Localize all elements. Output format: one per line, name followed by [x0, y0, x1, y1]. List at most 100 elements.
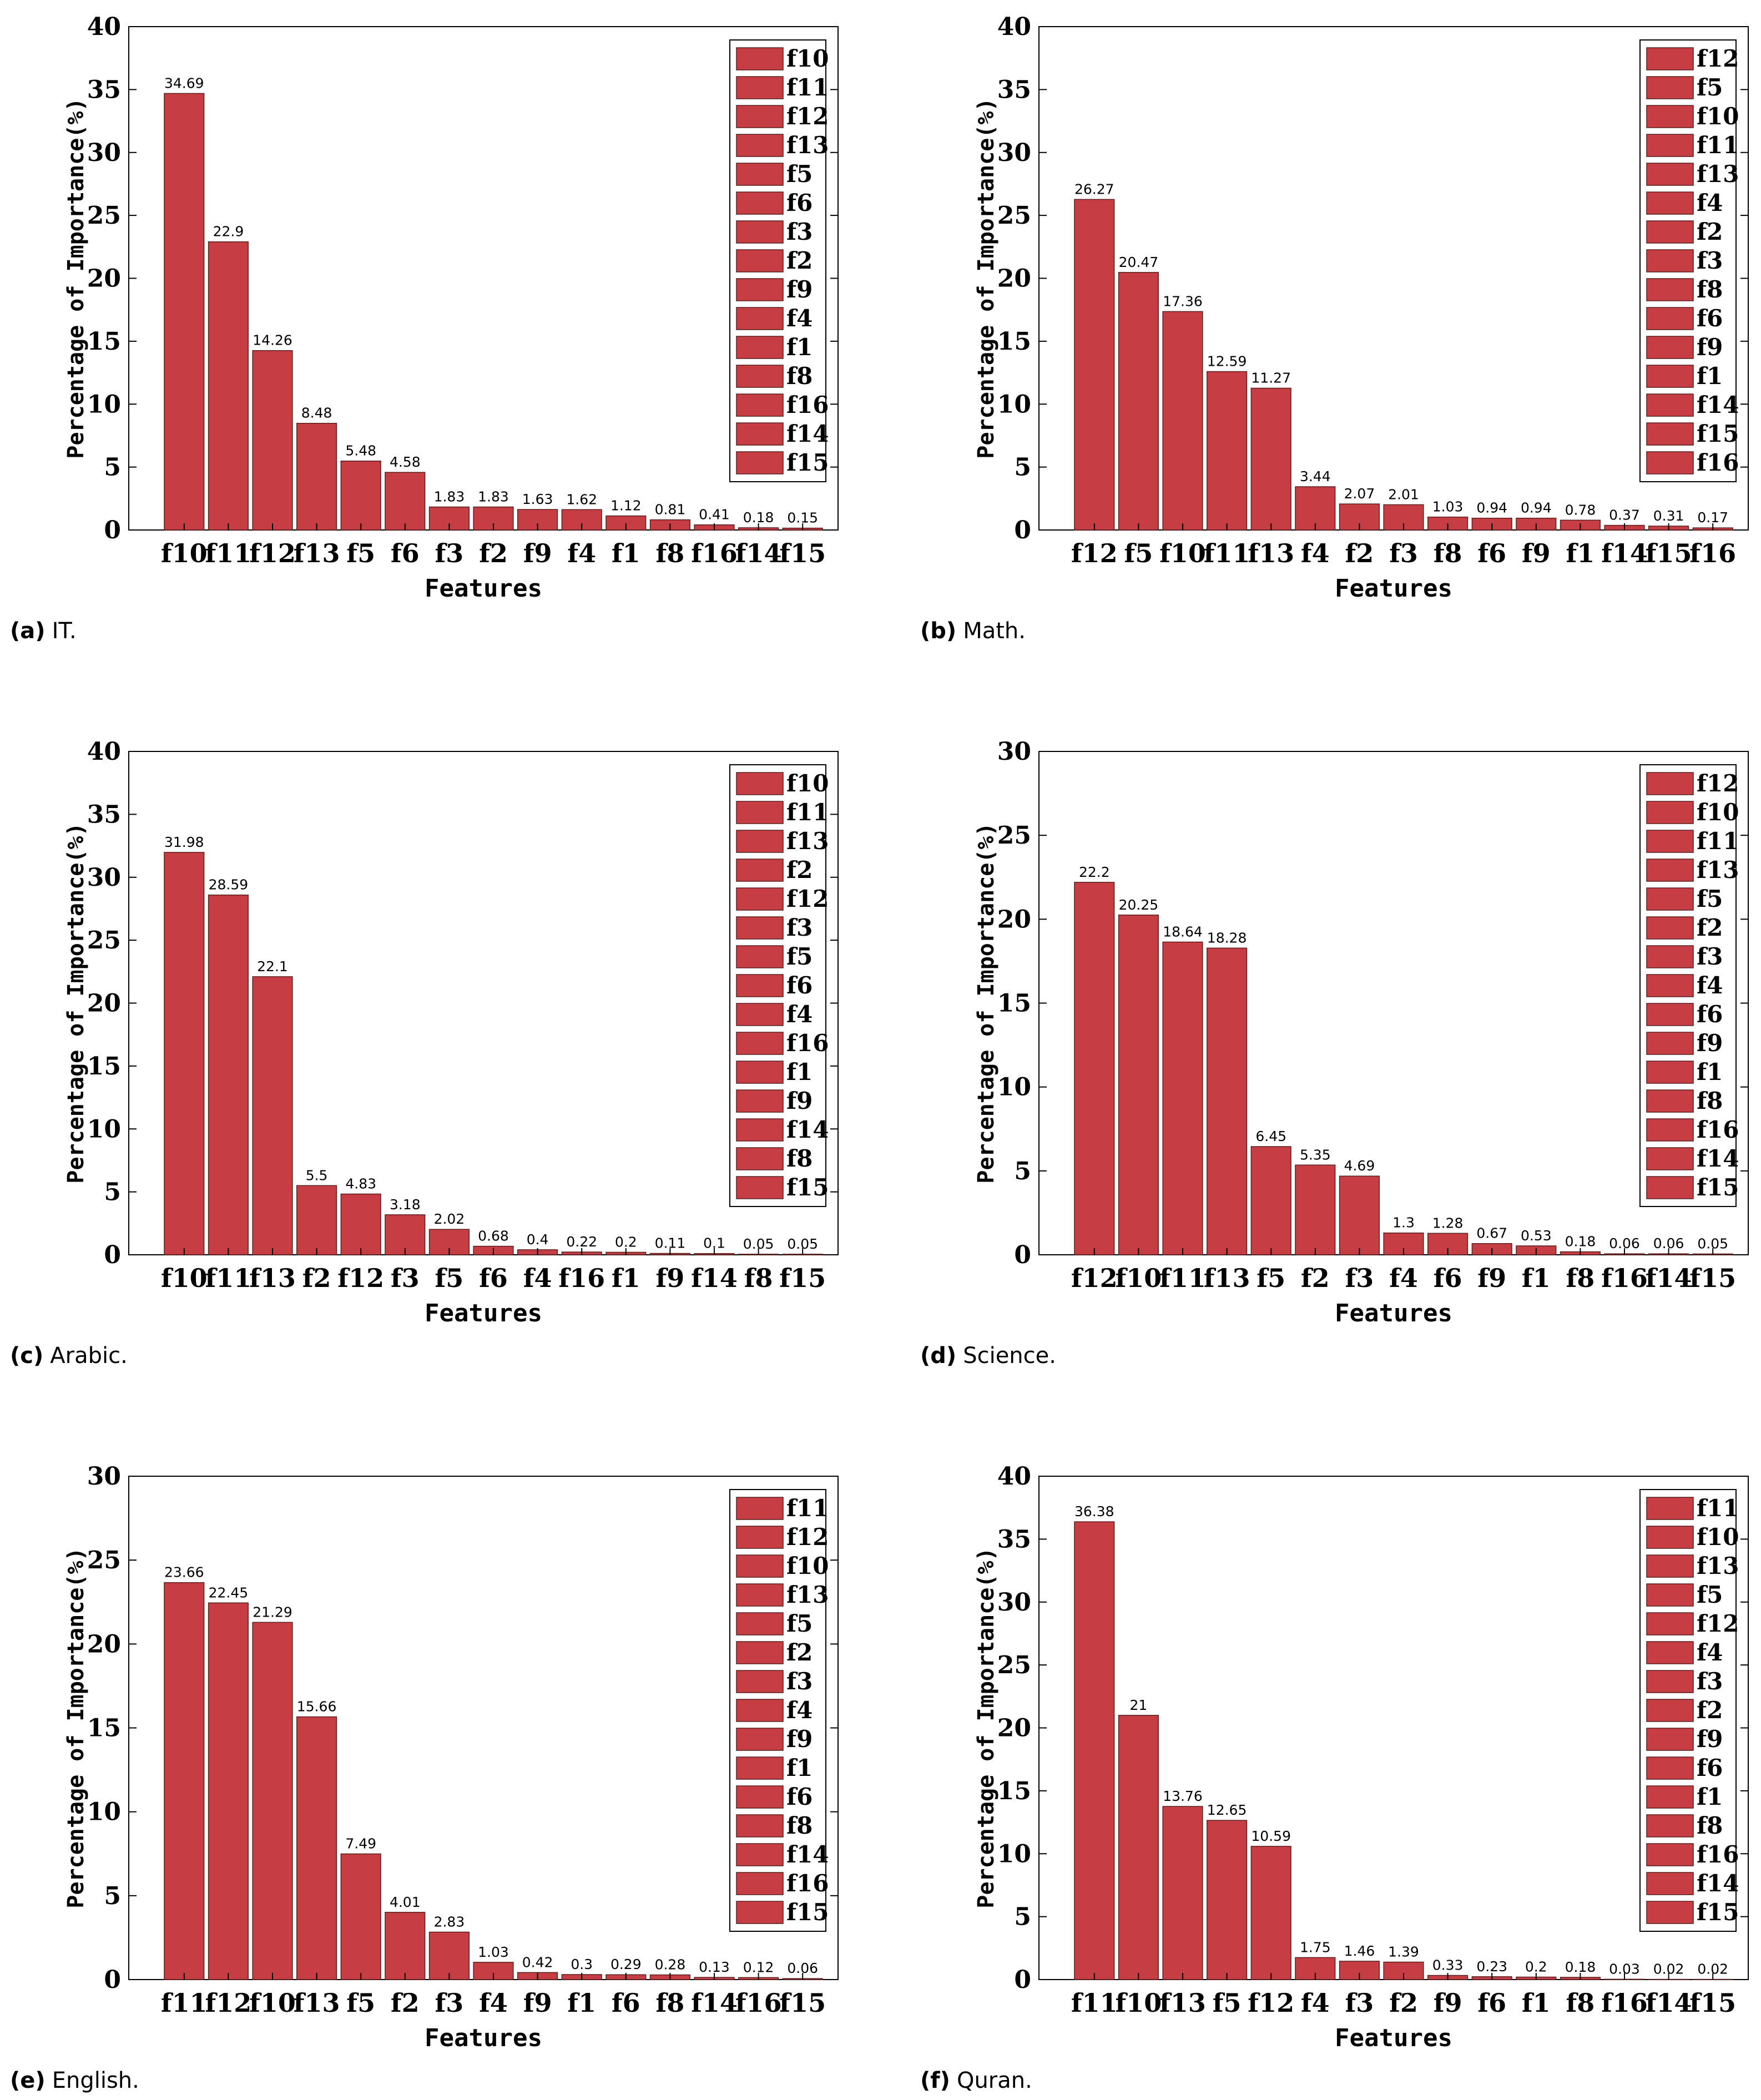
data-label: 1.03: [478, 1944, 509, 1960]
bar-f11: [1162, 941, 1203, 1255]
legend-swatch: [736, 1583, 784, 1607]
legend-swatch: [1646, 1843, 1694, 1866]
y-tick-label: 15: [87, 327, 121, 356]
legend-label: f8: [1697, 1087, 1723, 1114]
caption-text: Arabic.: [50, 1343, 128, 1369]
legend-swatch: [1646, 801, 1694, 824]
data-label: 0.12: [743, 1959, 774, 1975]
caption: (b) Math.: [920, 618, 1026, 644]
legend-swatch: [736, 163, 784, 186]
data-label: 18.28: [1207, 930, 1247, 946]
legend-label: f11: [786, 1495, 829, 1522]
data-label: 1.62: [566, 491, 597, 507]
data-label: 1.75: [1300, 1939, 1331, 1955]
y-axis-label: Percentage of Importance(%): [973, 1547, 999, 1908]
data-label: 0.13: [699, 1959, 730, 1975]
bar-f5: [340, 1853, 381, 1980]
caption-text: IT.: [52, 618, 77, 644]
legend-label: f3: [1697, 943, 1723, 970]
data-label: 0.94: [1476, 500, 1507, 516]
data-label: 2.83: [434, 1914, 465, 1930]
data-label: 8.48: [301, 405, 332, 421]
legend-swatch: [1646, 1089, 1694, 1113]
data-label: 0.15: [787, 510, 818, 526]
legend-swatch: [1646, 1554, 1694, 1578]
x-axis-label: Features: [1335, 1299, 1452, 1327]
data-label: 0.18: [743, 509, 774, 526]
caption-text: Science.: [963, 1343, 1056, 1369]
caption: (f) Quran.: [920, 2068, 1032, 2093]
data-label: 0.94: [1521, 500, 1552, 516]
legend-label: f15: [1697, 1174, 1739, 1201]
data-label: 4.69: [1344, 1158, 1375, 1174]
chart-panel-b: 0 5 10 15 20 25 30 35 40 26.27 f12 20.47 f5 17.36 f10 1…: [920, 13, 1749, 644]
legend-label: f3: [786, 1668, 813, 1695]
legend-label: f5: [786, 160, 813, 188]
x-tick-label: f3: [1345, 1263, 1374, 1293]
x-tick-label: f13: [1159, 1988, 1206, 2018]
y-tick-label: 0: [1014, 1966, 1031, 1994]
data-label: 0.68: [478, 1228, 509, 1244]
x-tick-label: f5: [1213, 1988, 1242, 2018]
data-label: 5.35: [1300, 1147, 1331, 1163]
data-label: 36.38: [1074, 1503, 1114, 1520]
bar-f10: [1162, 311, 1203, 531]
legend-swatch: [736, 1670, 784, 1693]
bar-f2: [385, 1912, 426, 1980]
y-tick-label: 20: [87, 265, 121, 293]
x-tick-label: f15: [1689, 1988, 1736, 2018]
legend-label: f2: [786, 247, 813, 274]
legend-swatch: [1646, 1901, 1694, 1924]
data-label: 0.81: [655, 502, 686, 518]
legend-swatch: [1646, 945, 1694, 968]
legend-swatch: [1646, 1526, 1694, 1549]
legend-label: f5: [786, 943, 813, 970]
legend-label: f6: [1697, 305, 1723, 332]
bar-f13: [1250, 387, 1291, 531]
data-label: 2.01: [1388, 486, 1419, 502]
data-label: 0.53: [1521, 1228, 1552, 1244]
legend-label: f6: [1697, 1754, 1723, 1781]
y-tick-label: 40: [997, 1462, 1031, 1491]
legend-label: f1: [786, 334, 813, 361]
x-tick-label: f13: [294, 1988, 340, 2018]
legend-label: f4: [786, 305, 813, 332]
legend-label: f11: [786, 74, 829, 101]
x-tick-label: f2: [391, 1988, 420, 2018]
data-label: 20.47: [1119, 254, 1159, 270]
data-label: 10.59: [1251, 1828, 1291, 1844]
legend-label: f4: [786, 1697, 813, 1724]
x-tick-label: f10: [1159, 538, 1206, 568]
x-tick-label: f12: [337, 1263, 384, 1293]
bar-f3: [428, 1931, 470, 1980]
y-tick-label: 0: [1014, 516, 1031, 544]
x-axis-label: Features: [425, 2024, 542, 2052]
legend-label: f6: [786, 972, 813, 999]
data-label: 0.18: [1565, 1234, 1596, 1250]
y-tick-label: 20: [87, 990, 121, 1018]
legend-label: f9: [1697, 334, 1723, 361]
legend-label: f14: [1697, 391, 1739, 418]
legend-label: f12: [1697, 45, 1739, 72]
legend-label: f14: [786, 1116, 829, 1143]
x-axis-label: Features: [425, 574, 542, 603]
data-label: 1.12: [610, 498, 642, 514]
bar-f12: [252, 350, 293, 531]
bar-f12: [1250, 1846, 1291, 1980]
legend-label: f12: [786, 885, 829, 912]
legend-label: f12: [786, 103, 829, 130]
legend-label: f2: [1697, 218, 1723, 245]
legend-label: f4: [1697, 972, 1723, 999]
bar-f13: [296, 1716, 337, 1980]
data-label: 23.66: [164, 1564, 204, 1581]
legend-label: f11: [1697, 827, 1739, 855]
legend-swatch: [1646, 393, 1694, 417]
x-tick-label: f4: [523, 1263, 552, 1293]
chart-panel-f: 0 5 10 15 20 25 30 35 40 36.38 f11 21 f10 13.76 f13 12.…: [920, 1462, 1749, 2093]
x-tick-label: f4: [1389, 1263, 1418, 1293]
x-tick-label: f4: [1301, 1988, 1330, 2018]
legend-label: f13: [1697, 160, 1739, 188]
y-tick-label: 35: [997, 75, 1031, 104]
